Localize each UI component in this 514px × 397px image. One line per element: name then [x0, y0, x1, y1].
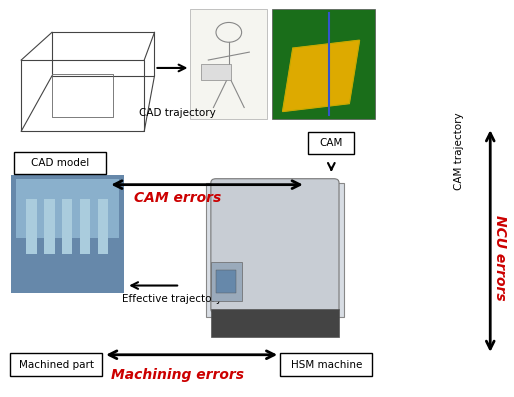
Text: CAM trajectory: CAM trajectory	[454, 112, 465, 190]
Text: Machined part: Machined part	[19, 360, 94, 370]
Bar	[80, 198, 90, 254]
Bar	[216, 270, 236, 293]
Bar	[211, 262, 242, 301]
Bar	[98, 198, 108, 254]
FancyBboxPatch shape	[211, 179, 339, 313]
Bar	[10, 353, 102, 376]
Bar	[44, 198, 54, 254]
Bar	[62, 198, 72, 254]
Bar	[13, 152, 106, 174]
Text: CAM: CAM	[320, 138, 343, 148]
Bar	[190, 9, 267, 119]
Bar	[26, 198, 36, 254]
Bar	[11, 175, 124, 293]
Bar	[211, 309, 339, 337]
Bar	[272, 9, 375, 119]
Bar	[280, 353, 372, 376]
Polygon shape	[283, 40, 359, 112]
Bar	[6, 9, 160, 147]
Text: HSM machine: HSM machine	[290, 360, 362, 370]
Bar	[200, 64, 231, 80]
Text: Effective trajectory: Effective trajectory	[122, 295, 223, 304]
Bar	[308, 132, 354, 154]
Bar	[16, 179, 119, 238]
Bar	[206, 183, 344, 317]
Text: CAD model: CAD model	[30, 158, 89, 168]
Text: CAD trajectory: CAD trajectory	[139, 108, 216, 118]
Text: CAM errors: CAM errors	[134, 191, 221, 206]
Bar	[180, 175, 370, 349]
Text: Machining errors: Machining errors	[111, 368, 244, 382]
Text: NCU errors: NCU errors	[493, 215, 507, 301]
